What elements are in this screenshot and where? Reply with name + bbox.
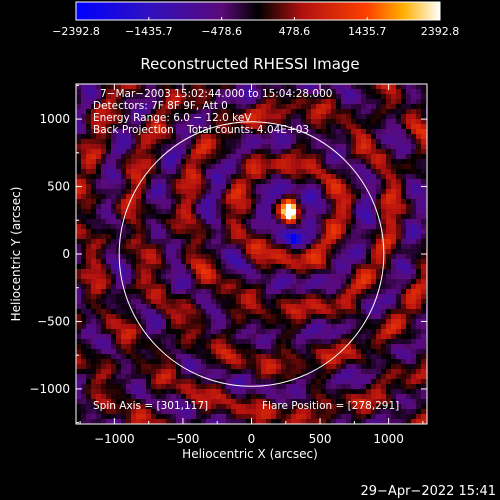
y-axis-label: Heliocentric Y (arcsec) [9, 187, 23, 322]
x-tick-label: 0 [248, 432, 256, 446]
x-tick-label: −500 [166, 432, 199, 446]
y-tick-label: 500 [47, 180, 70, 194]
flare-position-label: Flare Position = [278,291] [262, 400, 399, 412]
info-line-time: 7−Mar−2003 15:02:44.000 to 15:04:28.000 [100, 88, 332, 100]
colorbar-tick-label: −2392.8 [52, 25, 100, 38]
info-block: 7−Mar−2003 15:02:44.000 to 15:04:28.000 … [93, 88, 332, 136]
colorbar [75, 1, 441, 21]
colorbar-tick-label: −478.6 [201, 25, 242, 38]
y-tick-label: 1000 [39, 112, 70, 126]
x-tick-label: 500 [309, 432, 332, 446]
x-tick-label: −1000 [94, 432, 135, 446]
solar-limb-circle [118, 121, 385, 387]
x-axis-ticks: −1000 −500 0 500 1000 [79, 84, 424, 446]
colorbar-ticks: −2392.8 −1435.7 −478.6 478.6 1435.7 2392.8 [52, 17, 459, 38]
flare-position-marker [284, 209, 295, 220]
info-line-energy: Energy Range: 6.0 − 12.0 keV [93, 112, 252, 124]
colorbar-tick-label: 2392.8 [421, 25, 460, 38]
info-line-detectors: Detectors: 7F 8F 9F, Att 0 [93, 100, 228, 112]
spin-axis-label: Spin Axis = [301,117] [93, 400, 208, 412]
x-axis-label: Heliocentric X (arcsec) [182, 447, 318, 461]
y-axis-ticks: −1000 −500 0 500 1000 [29, 84, 427, 424]
colorbar-tick-label: −1435.7 [125, 25, 173, 38]
heatmap-image [76, 84, 427, 424]
y-tick-label: −500 [37, 314, 70, 328]
colorbar-tick-label: 478.6 [279, 25, 311, 38]
x-tick-label: 1000 [373, 432, 404, 446]
y-tick-label: 0 [62, 247, 70, 261]
timestamp: 29−Apr−2022 15:41 [361, 484, 497, 499]
colorbar-tick-label: 1435.7 [348, 25, 387, 38]
chart-title: Reconstructed RHESSI Image [140, 55, 359, 73]
y-tick-label: −1000 [29, 382, 70, 396]
info-line-method: Back Projection Total counts: 4.04E+03 [93, 124, 309, 136]
